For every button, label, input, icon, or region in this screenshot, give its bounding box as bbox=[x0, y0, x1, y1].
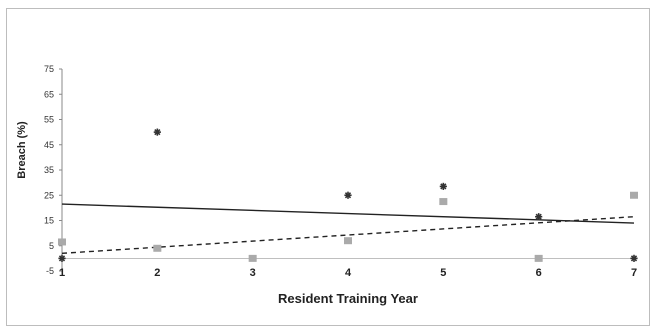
chart-frame: -5 5 15 25 35 45 55 65 75 1 2 3 4 5 6 7 Resident Traini… bbox=[6, 8, 650, 326]
y-tick-label: 45 bbox=[44, 140, 54, 150]
trendline-dashed bbox=[61, 216, 635, 255]
data-point-asterisk bbox=[535, 213, 543, 221]
chart-points bbox=[58, 128, 638, 262]
data-point-asterisk bbox=[344, 191, 352, 199]
y-tick-label: 5 bbox=[49, 241, 54, 251]
y-tick-label: 55 bbox=[44, 115, 54, 125]
x-tick-label: 5 bbox=[440, 267, 446, 279]
x-tick-label: 7 bbox=[631, 267, 637, 279]
y-tick-label: 75 bbox=[44, 64, 54, 74]
x-tick-label: 1 bbox=[59, 267, 65, 279]
y-tick-label: -5 bbox=[46, 266, 54, 276]
y-tick-label: 25 bbox=[44, 190, 54, 200]
x-tick-label: 2 bbox=[154, 267, 160, 279]
y-tick-label: 65 bbox=[44, 89, 54, 99]
data-point-square bbox=[630, 191, 638, 199]
data-point-square bbox=[153, 244, 162, 252]
y-tick-label: 15 bbox=[44, 216, 54, 226]
data-point-square bbox=[58, 238, 66, 246]
x-tick-label: 4 bbox=[345, 267, 352, 279]
x-tick-label: 3 bbox=[250, 267, 256, 279]
data-point-asterisk bbox=[630, 254, 638, 262]
chart-trendlines bbox=[61, 203, 635, 255]
x-tick-label: 6 bbox=[536, 267, 542, 279]
y-axis-title: Breach (%) bbox=[16, 121, 28, 179]
data-point-asterisk bbox=[439, 182, 447, 191]
data-point-square bbox=[439, 198, 448, 206]
data-point-square bbox=[248, 254, 257, 262]
data-point-asterisk bbox=[153, 128, 161, 136]
data-point-square bbox=[344, 237, 352, 245]
y-tick-label: 35 bbox=[44, 165, 54, 175]
x-axis-title: Resident Training Year bbox=[278, 291, 418, 306]
data-point-asterisk bbox=[58, 254, 66, 262]
trendline-solid bbox=[61, 203, 635, 224]
data-point-square bbox=[534, 254, 543, 262]
